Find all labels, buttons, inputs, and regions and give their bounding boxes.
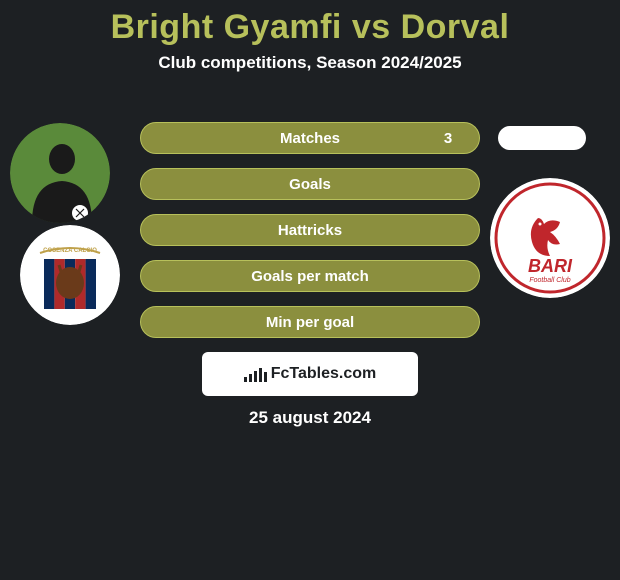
stat-label: Matches — [141, 130, 479, 147]
brand-badge: FcTables.com — [202, 352, 418, 396]
stat-label: Goals per match — [141, 268, 479, 285]
svg-text:COSENZA CALCIO: COSENZA CALCIO — [43, 248, 97, 254]
stat-row: Min per goal — [140, 306, 480, 338]
player2-crest-graphic: BARI Football Club — [490, 178, 610, 298]
brand-name: FcTables.com — [271, 365, 377, 383]
stat-label: Hattricks — [141, 222, 479, 239]
player1-club-crest: COSENZA CALCIO — [20, 225, 120, 325]
page-subtitle: Club competitions, Season 2024/2025 — [0, 53, 620, 73]
stat-value-right: 3 — [433, 130, 463, 147]
player2-club-crest: BARI Football Club — [490, 178, 610, 298]
stat-label: Min per goal — [141, 314, 479, 331]
stat-row: Hattricks — [140, 214, 480, 246]
stat-row: Matches3 — [140, 122, 480, 154]
svg-text:BARI: BARI — [528, 256, 573, 276]
stat-row: Goals — [140, 168, 480, 200]
bars-icon — [244, 366, 267, 382]
svg-text:Football Club: Football Club — [529, 277, 570, 284]
stats-panel: Matches3 Goals Hattricks Goals per match Min… — [140, 122, 480, 352]
stat-label: Goals — [141, 176, 479, 193]
player1-avatar — [10, 123, 110, 223]
stat-row: Goals per match — [140, 260, 480, 292]
player1-crest-graphic: COSENZA CALCIO — [20, 225, 120, 325]
page-title: Bright Gyamfi vs Dorval — [0, 8, 620, 47]
comparison-card: Bright Gyamfi vs Dorval Club competition… — [0, 0, 620, 580]
player1-avatar-graphic — [10, 123, 110, 223]
snapshot-date: 25 august 2024 — [0, 408, 620, 428]
player2-avatar-placeholder — [498, 126, 586, 150]
